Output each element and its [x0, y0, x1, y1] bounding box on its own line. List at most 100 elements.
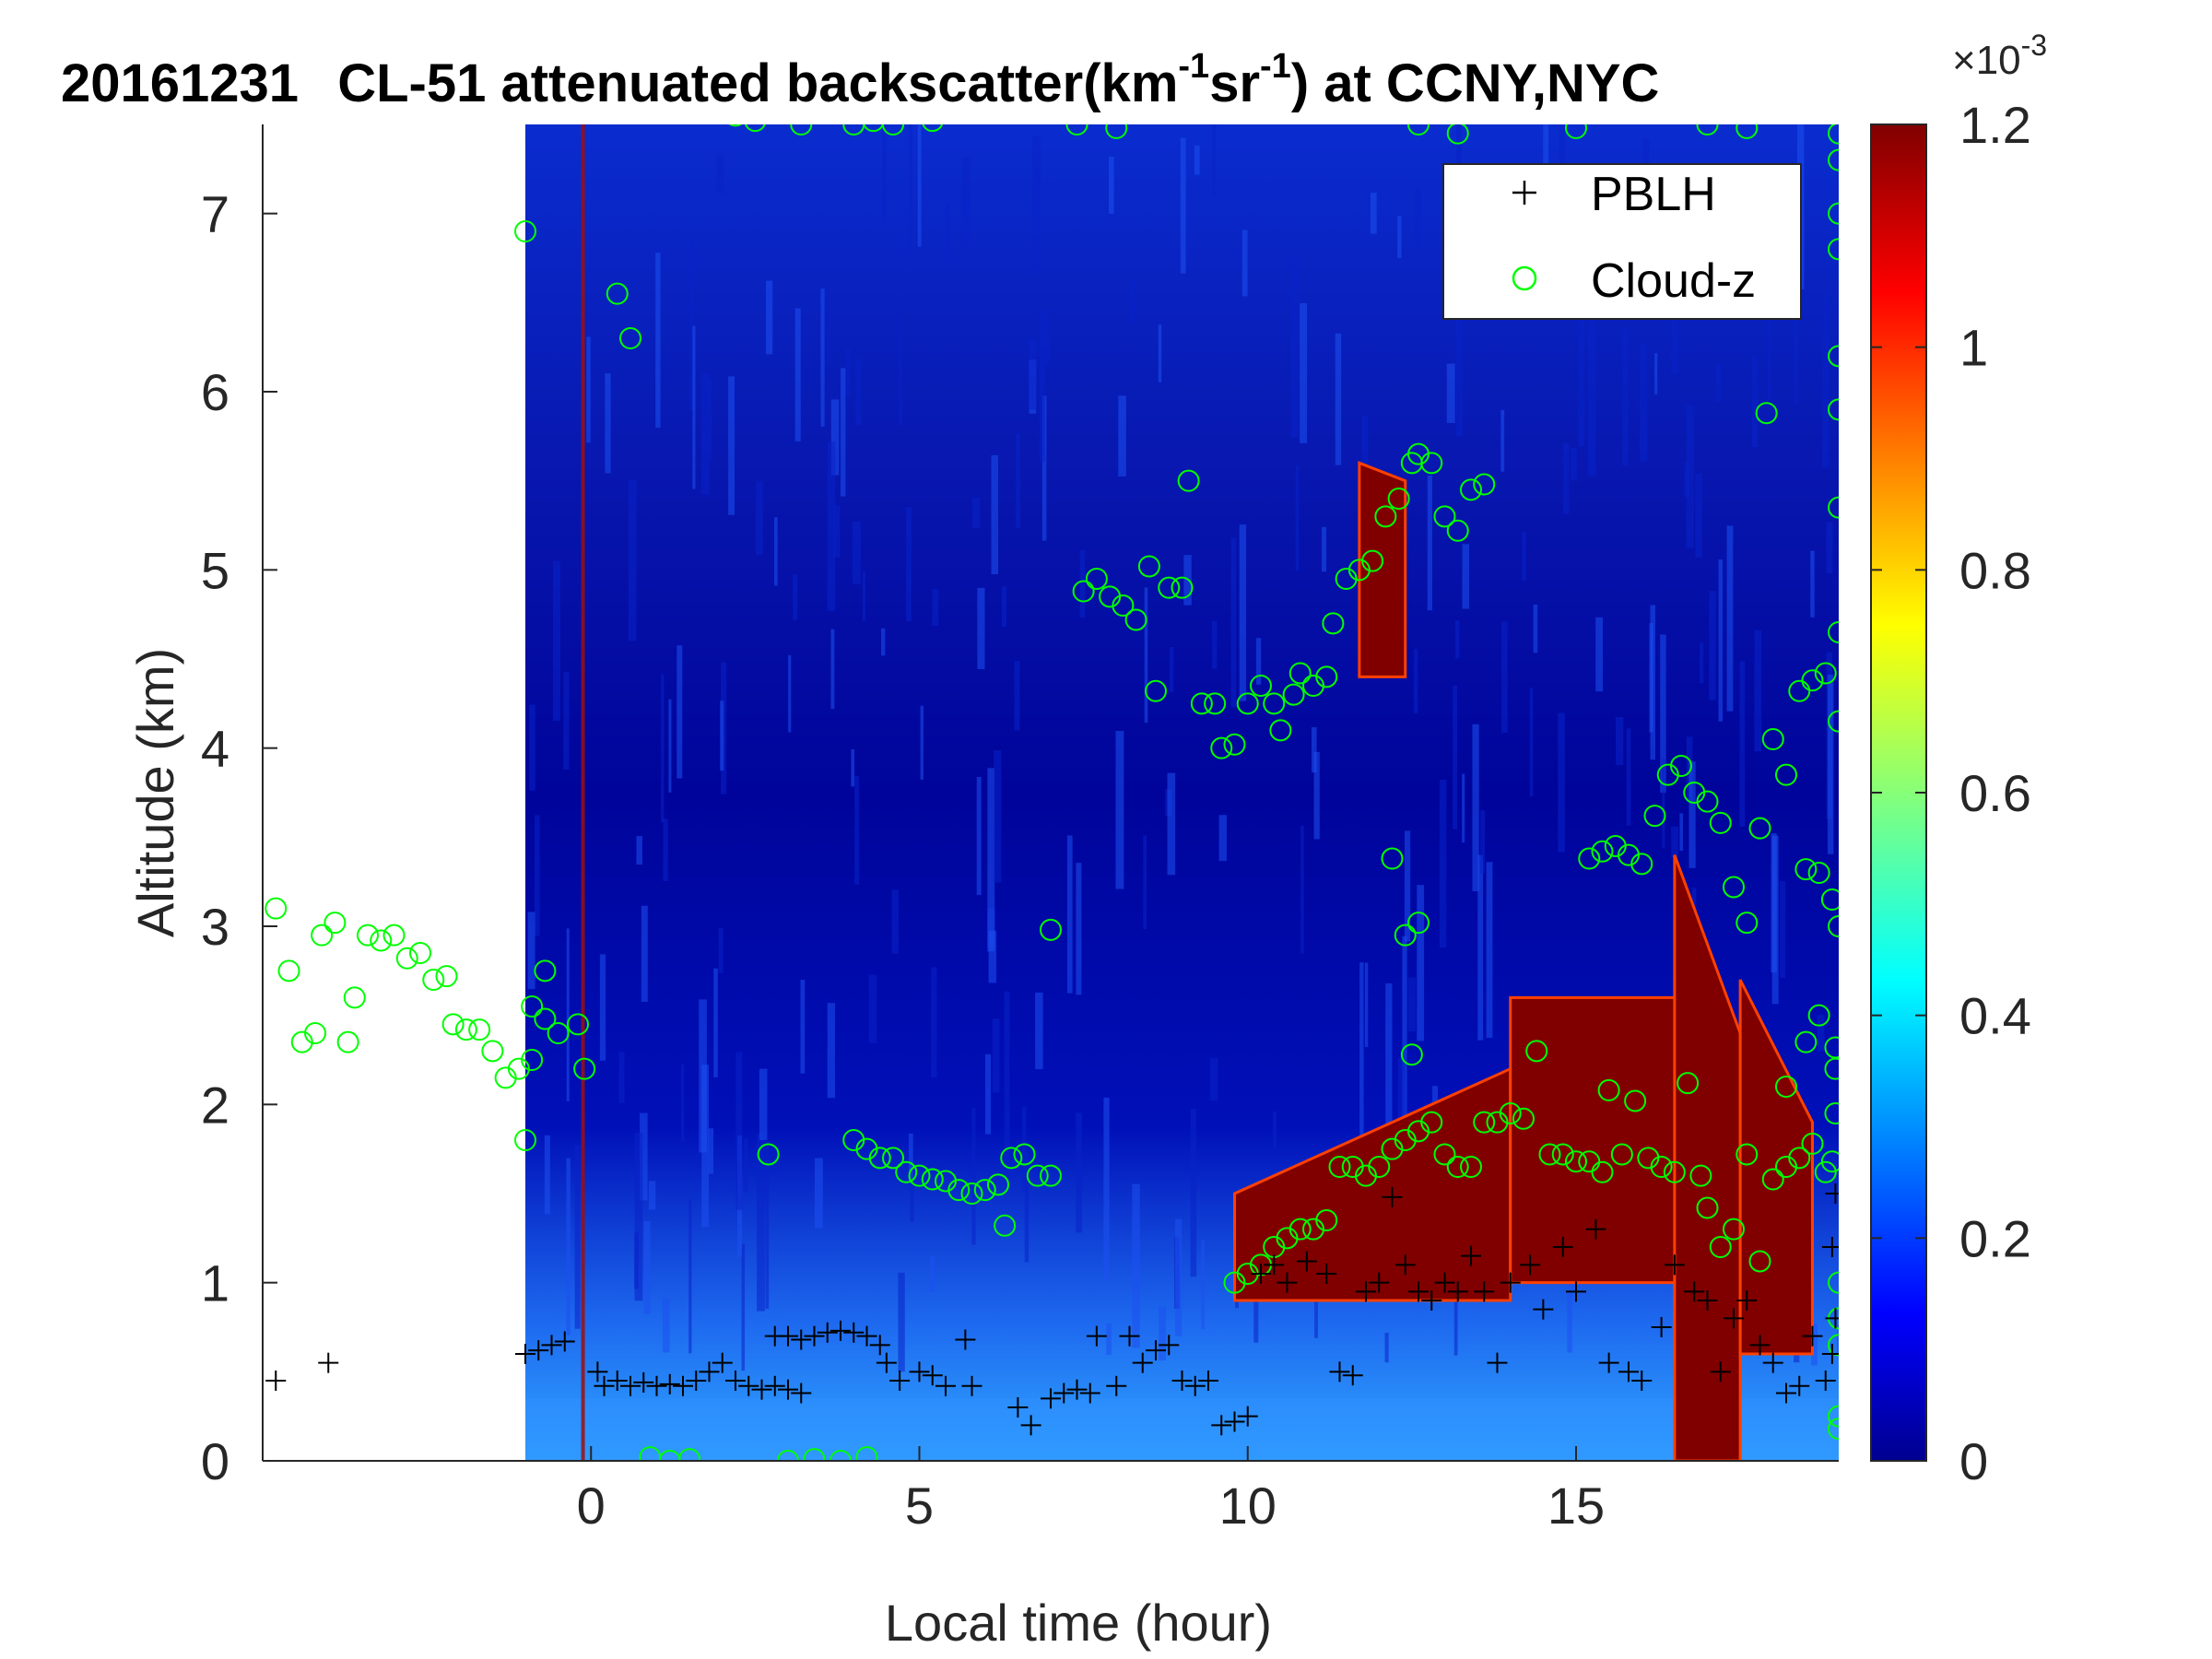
cloud-z-marker: [882, 1147, 904, 1170]
cloud-z-marker: [1828, 621, 1839, 643]
cloud-z-marker: [1538, 1143, 1561, 1166]
pblh-marker: [1664, 1254, 1685, 1276]
cloud-z-marker: [1400, 1043, 1423, 1066]
pblh-marker: [1132, 1352, 1153, 1373]
cloud-z-marker: [370, 929, 393, 952]
backscatter-streak: [1571, 447, 1577, 481]
pblh-marker: [587, 1361, 608, 1382]
cloud-z-marker: [1828, 710, 1839, 733]
cloud-z-marker: [728, 124, 743, 127]
backscatter-streak: [1754, 629, 1762, 752]
backscatter-streak: [1715, 363, 1722, 402]
plot-area: 0 5 10 15 0 1 2 3 4 5 6 7: [201, 124, 1839, 1535]
backscatter-streak: [910, 1176, 914, 1222]
pblh-marker: [673, 1375, 693, 1396]
legend-marker-cloud-z: [1512, 265, 1537, 291]
pblh-marker: [1474, 1281, 1495, 1302]
backscatter-streak: [552, 560, 560, 722]
cloud-z-marker: [1610, 1143, 1633, 1166]
cloud-z-marker: [1591, 840, 1614, 863]
cloud-z-marker: [1794, 1030, 1818, 1053]
backscatter-streak: [1384, 1333, 1389, 1363]
backscatter-streak: [1361, 415, 1369, 470]
backscatter-streak: [774, 517, 778, 586]
backscatter-streak: [1066, 835, 1073, 994]
cloud-z-marker: [1040, 1164, 1062, 1187]
backscatter-streak: [1115, 730, 1124, 889]
backscatter-streak: [1272, 1111, 1277, 1147]
pblh-marker: [594, 1375, 615, 1396]
cloud-z-marker: [441, 1013, 465, 1036]
backscatter-streak: [788, 654, 792, 733]
cloud-z-marker: [1709, 811, 1732, 834]
cloud-z-marker: [1460, 478, 1482, 501]
backscatter-streak: [1439, 779, 1447, 948]
legend: PBLH Cloud-z: [1442, 163, 1802, 320]
backscatter-streak: [1364, 962, 1369, 1048]
backscatter-streak: [868, 974, 877, 1043]
cloud-z-marker: [1473, 473, 1496, 496]
cloud-z-marker: [1775, 763, 1797, 786]
pblh-marker: [265, 1371, 287, 1391]
legend-marker-pblh: [1512, 181, 1536, 205]
backscatter-streak: [814, 1158, 823, 1229]
cloud-z-marker: [1814, 1160, 1837, 1183]
pblh-marker: [876, 1352, 897, 1373]
cloud-z-marker: [1072, 580, 1095, 603]
pblh-marker: [889, 1371, 911, 1391]
backscatter-streak: [1446, 363, 1455, 423]
y-tick-label: 2: [201, 1076, 229, 1134]
backscatter-streak: [1472, 724, 1479, 891]
cloud-z-marker: [1735, 124, 1759, 139]
pblh-marker: [856, 1325, 877, 1347]
backscatter-streak: [765, 1140, 770, 1309]
backscatter-streak: [1241, 229, 1248, 297]
backscatter-streak: [1563, 442, 1570, 514]
pblh-marker: [1041, 1388, 1061, 1409]
backscatter-streak: [636, 836, 642, 865]
cloud-z-marker: [1269, 719, 1292, 742]
cloud-z-marker: [1040, 918, 1062, 941]
backscatter-streak: [1079, 549, 1086, 618]
cloud-z-marker: [1807, 1004, 1830, 1027]
backscatter-streak: [945, 204, 950, 263]
backscatter-streak: [1827, 675, 1834, 854]
cloud-z-marker: [1124, 608, 1147, 631]
cloud-z-marker: [1420, 452, 1443, 475]
cloud-z-marker: [422, 969, 445, 991]
backscatter-streak: [699, 999, 707, 1153]
pblh-marker: [764, 1375, 785, 1396]
backscatter-streak: [1194, 145, 1200, 175]
pblh-marker: [1146, 1340, 1166, 1361]
cloud-z-marker: [1828, 1418, 1839, 1441]
backscatter-streak: [1335, 333, 1342, 465]
y-tick-label: 7: [201, 185, 229, 243]
x-tick-label: 15: [1547, 1477, 1605, 1535]
y-tick-label: 4: [201, 720, 229, 778]
cloud-z-marker: [1315, 1209, 1338, 1231]
cloud-z-marker: [1814, 662, 1837, 685]
cloud-z-marker: [842, 124, 865, 135]
backscatter-streak: [976, 776, 982, 896]
backscatter-streak: [891, 889, 899, 954]
cloud-z-marker: [1105, 124, 1128, 139]
cloud-z-marker: [1551, 1143, 1574, 1166]
pblh-marker: [1342, 1365, 1363, 1386]
cloud-z-marker: [1190, 692, 1213, 715]
pblh-marker: [686, 1371, 707, 1391]
backscatter-streak: [1404, 830, 1411, 942]
pblh-marker: [1053, 1382, 1075, 1404]
cloud-z-marker: [409, 942, 431, 964]
backscatter-streak: [1626, 728, 1631, 826]
backscatter-streak: [1103, 1097, 1110, 1281]
pblh-marker: [1825, 1308, 1839, 1329]
backscatter-streak: [1654, 353, 1658, 394]
cloud-z-marker: [1828, 345, 1839, 368]
cloud-z-marker: [1407, 912, 1430, 935]
cloud-z-marker: [1828, 124, 1839, 145]
cloud-z-marker: [573, 1057, 596, 1080]
backscatter-streak: [1143, 835, 1147, 930]
cloud-z-marker: [1828, 1334, 1839, 1357]
cloud-z-marker: [1578, 1150, 1601, 1173]
backscatter-streak: [909, 124, 912, 273]
